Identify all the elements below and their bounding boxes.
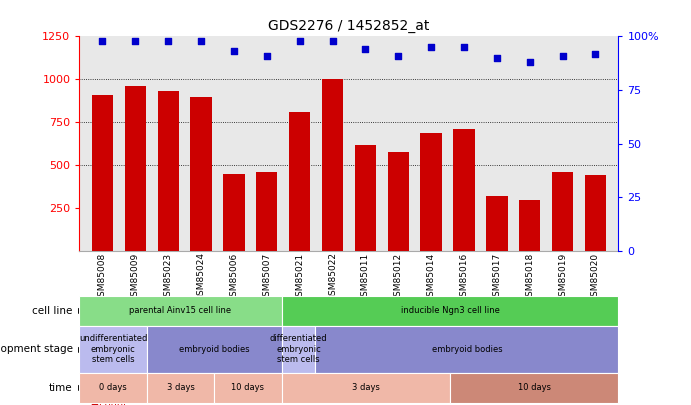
Text: 3 days: 3 days <box>167 383 194 392</box>
Bar <box>92 95 113 251</box>
Bar <box>158 92 179 251</box>
Bar <box>486 196 507 251</box>
Point <box>327 38 338 44</box>
Bar <box>354 145 376 251</box>
Text: embryoid bodies: embryoid bodies <box>432 345 502 354</box>
Text: parental Ainv15 cell line: parental Ainv15 cell line <box>129 306 231 315</box>
Bar <box>420 132 442 251</box>
Text: cell line: cell line <box>32 306 73 316</box>
Bar <box>191 96 211 251</box>
Point <box>426 44 437 51</box>
Bar <box>388 151 409 251</box>
Text: differentiated
embryonic
stem cells: differentiated embryonic stem cells <box>269 335 328 364</box>
Text: 10 days: 10 days <box>231 383 265 392</box>
Text: 10 days: 10 days <box>518 383 551 392</box>
Text: 3 days: 3 days <box>352 383 380 392</box>
Bar <box>124 86 146 251</box>
Point <box>590 50 601 57</box>
Point <box>196 38 207 44</box>
Bar <box>552 172 574 251</box>
Point <box>392 53 404 59</box>
Text: ■: ■ <box>90 400 97 405</box>
Bar <box>453 129 475 251</box>
Bar <box>289 112 310 251</box>
Text: inducible Ngn3 cell line: inducible Ngn3 cell line <box>401 306 500 315</box>
Bar <box>322 79 343 251</box>
Text: ▶: ▶ <box>78 345 85 354</box>
Text: ▶: ▶ <box>78 306 85 315</box>
Text: count: count <box>90 399 127 405</box>
Point <box>162 38 173 44</box>
Text: time: time <box>49 383 73 393</box>
Point <box>261 53 272 59</box>
Bar <box>519 200 540 251</box>
Text: development stage: development stage <box>0 344 73 354</box>
Text: ▶: ▶ <box>78 383 85 392</box>
Text: embryoid bodies: embryoid bodies <box>179 345 249 354</box>
Text: undifferentiated
embryonic
stem cells: undifferentiated embryonic stem cells <box>79 335 147 364</box>
Point <box>491 55 502 61</box>
Point <box>557 53 568 59</box>
Point <box>524 59 536 66</box>
Text: 0 days: 0 days <box>100 383 127 392</box>
Point <box>97 38 108 44</box>
Point <box>458 44 469 51</box>
Bar <box>585 175 606 251</box>
Bar <box>256 172 278 251</box>
Point <box>294 38 305 44</box>
Bar <box>223 174 245 251</box>
Point <box>229 48 240 55</box>
Title: GDS2276 / 1452852_at: GDS2276 / 1452852_at <box>268 19 430 33</box>
Point <box>130 38 141 44</box>
Point <box>360 46 371 53</box>
